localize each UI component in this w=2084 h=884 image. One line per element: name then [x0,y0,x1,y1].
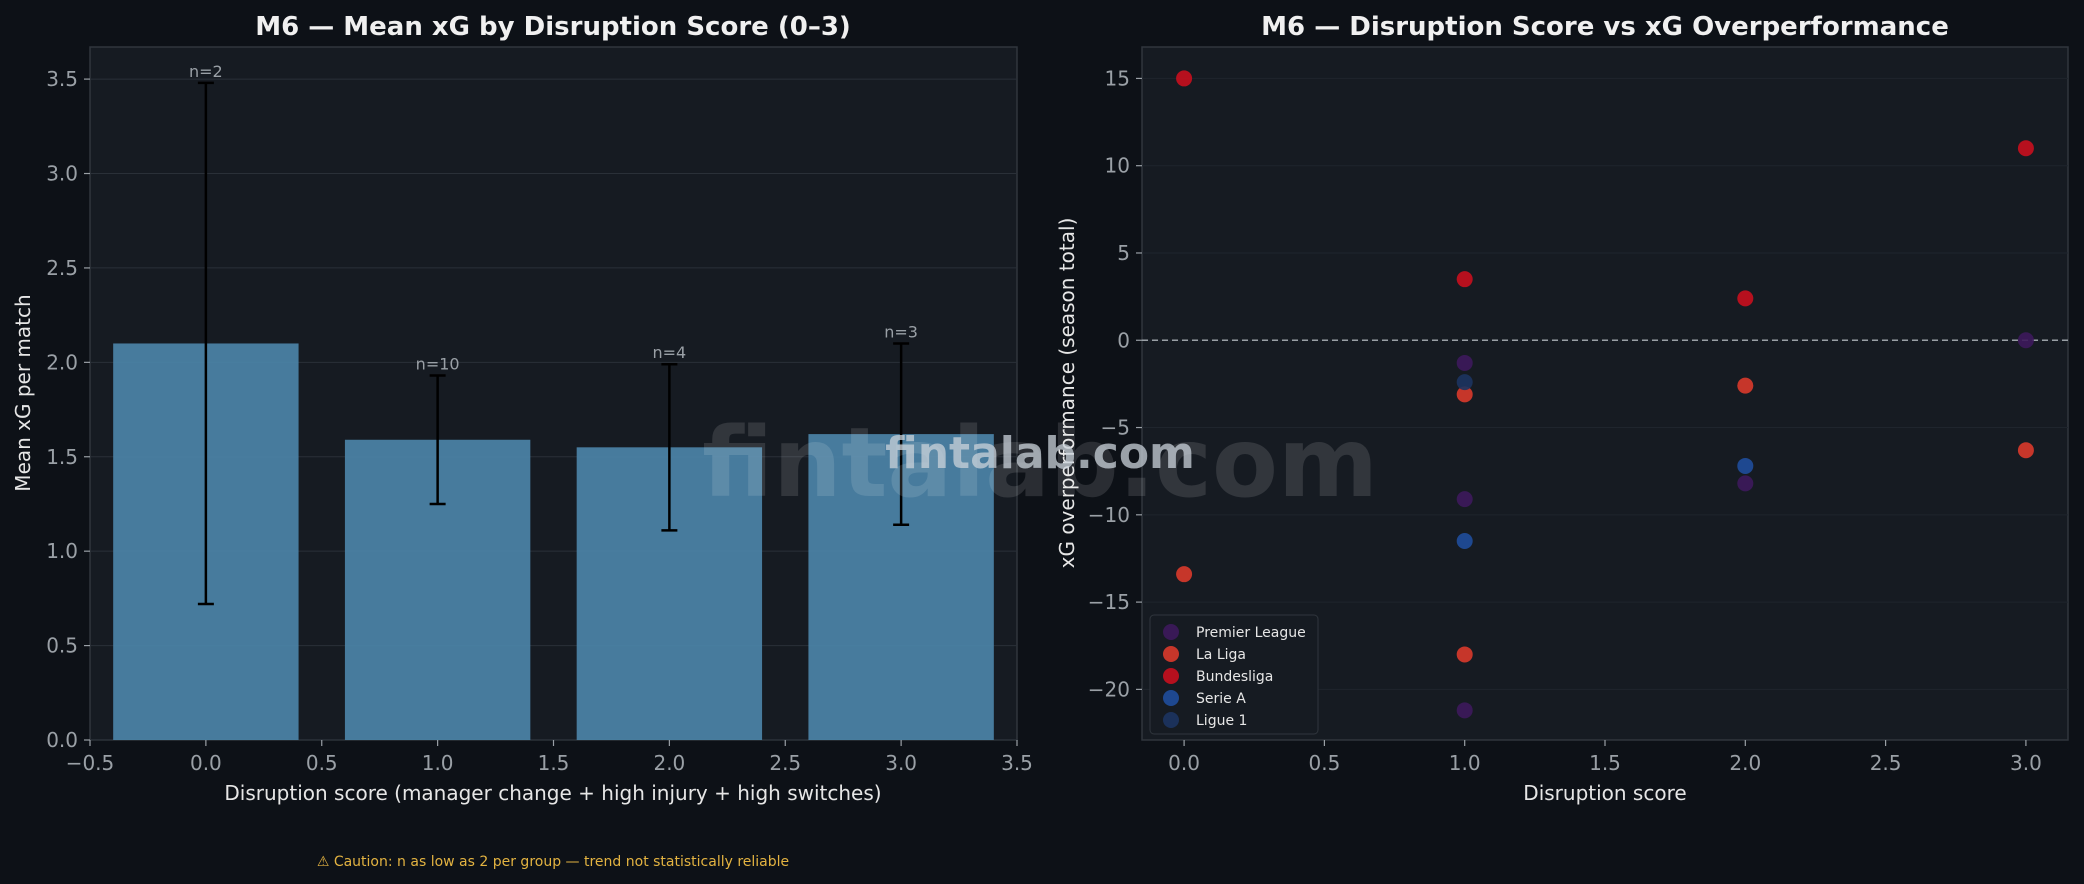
scatter-point [1456,271,1473,288]
legend-box [1149,614,1319,735]
scatter-chart-y-tick-label: 10 [1105,154,1130,178]
legend-label: Premier League [1196,625,1306,641]
bar-chart-error-bars [197,81,910,606]
bar-chart-panel: n=2n=10n=4n=3 −0.5 0.0 0.5 1.0 1.5 2.0 2.5 3.0 3… [11,12,1033,805]
bar-chart-y-axis-label: Mean xG per match [11,294,35,491]
bar-chart-y-tick-label: 0.0 [46,728,78,752]
bar-chart-y-tick-label: 2.5 [46,256,78,280]
scatter-chart-points [1176,70,2034,719]
caution-note: ⚠ Caution: n as low as 2 per group — tre… [317,854,789,870]
bar-chart-y-tick-label: 3.0 [46,162,78,186]
scatter-point [1737,457,1754,474]
legend-marker [1163,690,1179,706]
scatter-chart-x-ticks: 0.0 0.5 1.0 1.5 2.0 2.5 3.0 [1168,740,2042,775]
scatter-chart-y-tick-label: −20 [1088,677,1130,701]
scatter-chart-x-tick-label: 2.0 [1729,751,1761,775]
scatter-point [1456,646,1473,663]
scatter-chart-y-tick-label: −5 [1101,416,1130,440]
legend-label: Bundesliga [1196,669,1273,685]
bar-chart-x-axis-label: Disruption score (manager change + high … [224,781,881,805]
scatter-chart-y-tick-label: −15 [1088,590,1130,614]
legend-marker [1163,624,1179,640]
scatter-chart-y-tick-label: −10 [1088,503,1130,527]
scatter-point [1737,475,1754,492]
legend-label: Serie A [1196,691,1246,707]
bar-chart-y-tick-label: 1.0 [46,539,78,563]
bar-chart-y-tick-label: 2.0 [46,350,78,374]
bar-chart-x-tick-label: 3.5 [1001,751,1033,775]
scatter-point [1456,354,1473,371]
scatter-point [1456,374,1473,391]
scatter-chart-y-tick-label: 15 [1105,66,1130,90]
scatter-point [1456,386,1473,403]
bar-chart-y-ticks: 0.0 0.5 1.0 1.5 2.0 2.5 3.0 3.5 [46,67,90,752]
scatter-chart-x-tick-label: 1.5 [1589,751,1621,775]
bar-chart-x-tick-label: 2.0 [653,751,685,775]
bar-chart-x-tick-label: −0.5 [66,751,115,775]
bar-chart-x-tick-label: 0.5 [306,751,338,775]
scatter-chart-x-tick-label: 0.5 [1308,751,1340,775]
legend-marker [1163,712,1179,728]
bar-chart-y-tick-label: 1.5 [46,445,78,469]
scatter-point [1737,377,1754,394]
bar-chart-title: M6 — Mean xG by Disruption Score (0–3) [255,12,851,42]
scatter-chart-x-tick-label: 0.0 [1168,751,1200,775]
bar-n-label: n=3 [884,322,918,341]
bar-chart-x-tick-label: 1.0 [422,751,454,775]
scatter-chart-legend: Premier League La Liga Bundesliga Serie A Li… [1149,614,1319,735]
bar-n-label: n=2 [189,62,223,81]
scatter-chart-y-ticks: −20 −15 −10 −5 0 5 10 15 [1088,66,1142,701]
legend-label: La Liga [1196,647,1246,663]
scatter-point [2017,332,2034,349]
bar-chart-n-labels: n=2 n=10 n=4 n=3 [189,62,918,374]
scatter-chart-y-tick-label: 5 [1117,241,1130,265]
scatter-chart-x-tick-label: 2.5 [1870,751,1902,775]
bar-n-label: n=4 [653,343,687,362]
scatter-chart-panel: 0.0 0.5 1.0 1.5 2.0 2.5 3.0 −20−15−10−5051015 … [1055,12,2069,805]
scatter-chart-x-tick-label: 1.0 [1449,751,1481,775]
bar-chart-x-tick-label: 2.5 [769,751,801,775]
scatter-chart-x-tick-label: 3.0 [2010,751,2042,775]
scatter-point [1456,702,1473,719]
legend-marker [1163,646,1179,662]
scatter-point [2017,442,2034,459]
scatter-chart-y-tick-label: 0 [1117,328,1130,352]
scatter-point [1176,70,1193,87]
bar-n-label: n=10 [416,355,460,374]
watermark-small: fintalab.com [885,428,1195,479]
scatter-point [1737,290,1754,307]
scatter-point [2017,140,2034,157]
scatter-chart-x-axis-label: Disruption score [1523,781,1686,805]
bar-chart-y-tick-label: 0.5 [46,634,78,658]
scatter-chart-title: M6 — Disruption Score vs xG Overperforma… [1261,12,1949,42]
legend-marker [1163,668,1179,684]
bar-chart-x-tick-label: 0.0 [190,751,222,775]
watermark-large: fintalab.com [702,407,1378,519]
bar-chart-x-tick-label: 1.5 [538,751,570,775]
scatter-point [1176,566,1193,583]
scatter-point [1456,491,1473,508]
legend-label: Ligue 1 [1196,713,1247,729]
scatter-chart-y-axis-label: xG overperformance (season total) [1055,218,1079,569]
scatter-point [1456,533,1473,550]
bar-chart-y-tick-label: 3.5 [46,67,78,91]
bar-chart-x-ticks: −0.5 0.0 0.5 1.0 1.5 2.0 2.5 3.0 3.5 [66,740,1033,775]
bar-chart-x-tick-label: 3.0 [885,751,917,775]
